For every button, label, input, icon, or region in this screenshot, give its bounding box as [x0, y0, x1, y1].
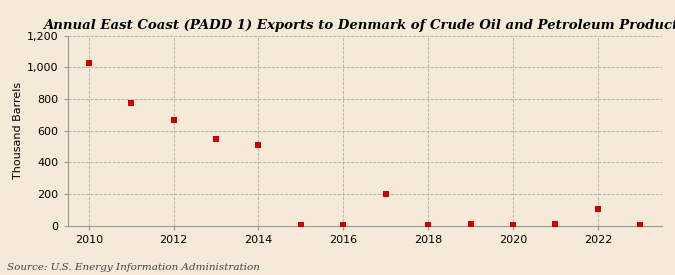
Point [593, 207, 603, 211]
Point [296, 222, 306, 227]
Point [83, 60, 94, 65]
Point [508, 222, 518, 227]
Y-axis label: Thousand Barrels: Thousand Barrels [13, 82, 23, 179]
Text: Source: U.S. Energy Information Administration: Source: U.S. Energy Information Administ… [7, 263, 260, 272]
Point [211, 137, 221, 142]
Point [465, 222, 476, 226]
Point [635, 222, 646, 227]
Point [423, 222, 433, 227]
Point [168, 118, 179, 123]
Point [380, 192, 391, 196]
Point [253, 143, 264, 147]
Title: Annual East Coast (PADD 1) Exports to Denmark of Crude Oil and Petroleum Product: Annual East Coast (PADD 1) Exports to De… [43, 19, 675, 32]
Point [338, 222, 349, 227]
Point [126, 101, 136, 105]
Point [550, 222, 561, 226]
